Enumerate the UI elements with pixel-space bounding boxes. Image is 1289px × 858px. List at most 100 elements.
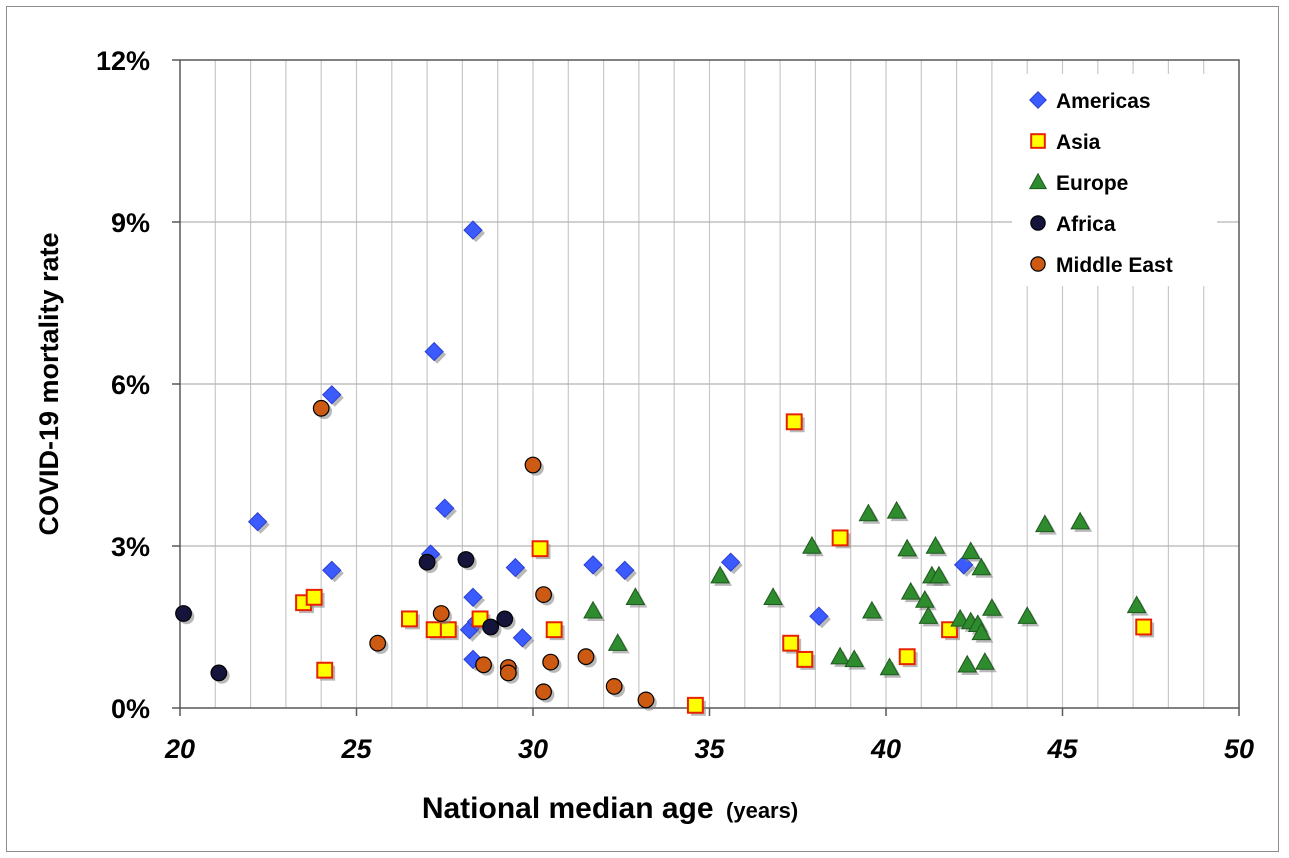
data-point: [499, 664, 517, 682]
data-point: [316, 661, 334, 679]
data-point: [914, 589, 935, 608]
data-point: [960, 541, 981, 560]
data-point: [897, 538, 918, 557]
data-point: [463, 587, 483, 608]
legend-background: [1012, 74, 1217, 286]
data-point: [879, 657, 900, 676]
x-tick-label: 25: [340, 734, 372, 764]
data-point: [482, 618, 500, 636]
data-point: [607, 633, 628, 651]
data-point: [475, 656, 492, 674]
legend-label: Asia: [1056, 131, 1101, 154]
legend-label: Africa: [1056, 213, 1116, 236]
data-point: [971, 622, 992, 641]
data-point: [929, 565, 949, 584]
data-point: [971, 557, 992, 576]
grid-lines: [180, 60, 1239, 708]
data-point: [535, 683, 552, 701]
data-point: [686, 696, 704, 714]
legend: Americas Asia Europe Africa Middle East: [1012, 74, 1217, 286]
data-points: [175, 220, 1155, 716]
y-tick-label: 3%: [111, 532, 150, 562]
legend-marker: [1028, 172, 1048, 190]
data-point: [531, 540, 549, 558]
data-point: [710, 565, 730, 584]
x-axis-title-unit: (years): [726, 798, 798, 823]
data-point: [583, 600, 603, 619]
x-tick-label: 35: [694, 734, 725, 764]
data-point: [505, 557, 526, 578]
data-point: [401, 610, 418, 628]
data-point: [625, 587, 646, 605]
data-point: [898, 648, 916, 666]
x-tick-label: 45: [1046, 734, 1078, 764]
y-tick-label: 6%: [111, 370, 150, 400]
legend-marker: [1029, 91, 1047, 109]
data-point: [831, 529, 849, 547]
data-point: [457, 551, 475, 568]
data-point: [583, 555, 603, 575]
data-point: [322, 560, 342, 581]
data-point: [918, 606, 939, 624]
data-point: [418, 553, 436, 571]
y-tick-label: 12%: [96, 46, 150, 76]
data-point: [369, 634, 387, 652]
data-point: [535, 586, 552, 603]
x-tick-label: 40: [870, 734, 901, 764]
data-point: [542, 653, 560, 671]
data-point: [1017, 606, 1038, 624]
legend-marker: [1030, 133, 1046, 149]
data-point: [305, 588, 323, 606]
data-point: [312, 399, 330, 417]
data-point: [425, 621, 443, 639]
data-point: [982, 598, 1002, 616]
y-axis-title: COVID-19 mortality rate: [34, 232, 64, 535]
data-point: [830, 646, 850, 665]
data-point: [432, 605, 450, 622]
data-point: [957, 654, 978, 673]
x-tick-label: 20: [164, 734, 195, 764]
legend-marker: [1030, 215, 1046, 231]
data-point: [463, 220, 483, 240]
x-tick-label: 30: [518, 734, 548, 764]
y-tick-label: 9%: [111, 208, 150, 238]
legend-label: Americas: [1056, 90, 1151, 113]
legend-label: Middle East: [1056, 254, 1173, 277]
data-point: [862, 600, 882, 619]
data-point: [637, 691, 655, 709]
data-point: [435, 498, 455, 518]
y-tick-label: 0%: [111, 694, 150, 724]
data-point: [524, 456, 542, 474]
data-point: [210, 664, 228, 682]
data-point: [496, 610, 514, 628]
data-point: [785, 413, 803, 431]
data-point: [1070, 511, 1090, 530]
data-point: [322, 385, 342, 405]
data-point: [802, 535, 822, 554]
data-point: [1126, 595, 1147, 614]
axis-ticks: 20 25 30 35 40 45 50 0% 3% 6% 9% 12%: [96, 46, 1254, 764]
data-point: [424, 341, 444, 362]
data-point: [796, 650, 814, 668]
data-point: [1135, 618, 1153, 636]
data-point: [247, 511, 268, 532]
data-point: [1035, 514, 1055, 533]
data-point: [577, 648, 595, 666]
data-point: [974, 652, 995, 670]
x-axis-title-main: National median age: [422, 792, 714, 825]
data-point: [615, 560, 635, 581]
data-point: [925, 535, 946, 554]
x-axis-title: National median age (years): [422, 792, 798, 825]
legend-label: Europe: [1056, 172, 1128, 195]
data-point: [782, 634, 800, 652]
data-point: [809, 606, 829, 626]
legend-marker: [1030, 256, 1046, 272]
data-point: [175, 605, 192, 622]
data-point: [439, 621, 457, 639]
data-point: [844, 649, 865, 668]
data-point: [886, 500, 907, 519]
data-point: [763, 587, 783, 605]
data-point: [858, 503, 879, 522]
data-point: [720, 552, 741, 572]
